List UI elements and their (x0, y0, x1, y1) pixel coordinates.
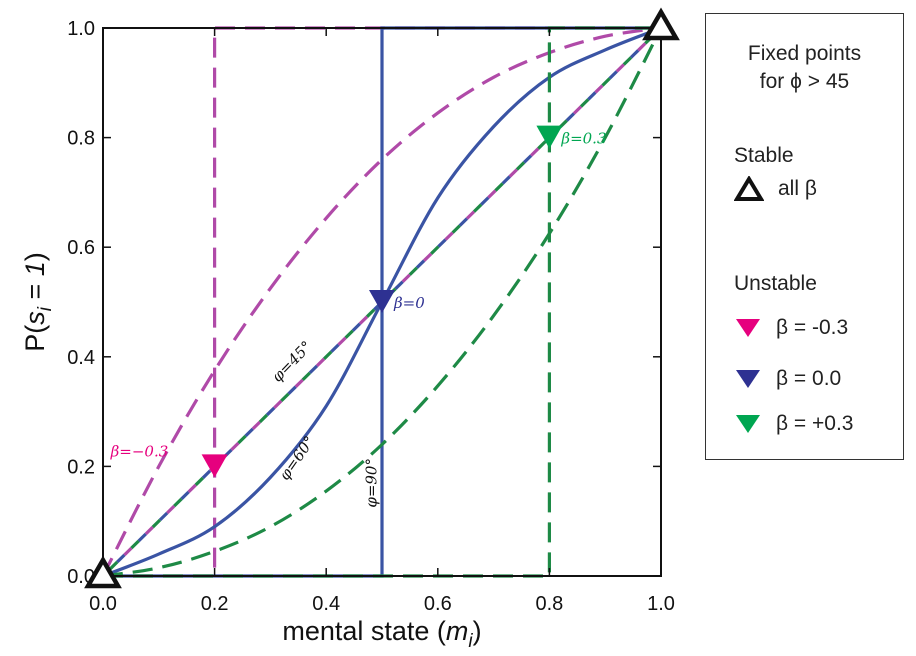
markers-layer (84, 7, 680, 589)
curve-angle-label: φ=45° (268, 337, 315, 385)
stable-fixed-point (642, 7, 680, 41)
unstable-fixed-point (201, 454, 228, 478)
x-tick-label: 0.2 (201, 593, 229, 615)
x-axis-title: mental state (mi) (282, 616, 481, 652)
legend-entry-beta-neg: β = -0.3 (734, 316, 848, 340)
annotations-layer: β=−0.3 β=0 β=0.3 φ=45° φ=60° φ=90° (110, 130, 607, 508)
legend-entry-label: β = 0.0 (776, 367, 842, 390)
y-axis-title: P(si = 1) (20, 252, 56, 352)
legend-stable-heading: Stable (734, 144, 794, 167)
legend-unstable-heading: Unstable (734, 272, 817, 295)
legend-entry-beta-zero: β = 0.0 (734, 367, 841, 391)
ticks-layer: 0.0 0.2 0.4 0.6 0.8 1.00.00.20.40.60.81.0 (67, 18, 675, 615)
x-tick-label: 0.4 (312, 593, 340, 615)
x-tick-label: 0.0 (89, 593, 117, 615)
stable-fixed-point (84, 555, 122, 589)
pink-triangle-icon (736, 319, 760, 337)
legend-entry-label: β = +0.3 (776, 412, 854, 435)
navy-triangle-icon (736, 370, 760, 388)
curve-angle-label: φ=90° (362, 458, 380, 508)
plot-frame (102, 27, 662, 577)
fixed-point-label: β=0 (393, 294, 425, 312)
y-tick-label: 0.2 (67, 456, 95, 478)
legend-stable-label: all β (778, 177, 817, 200)
legend-entry-label: β = -0.3 (776, 316, 849, 339)
legend-entry-beta-pos: β = +0.3 (734, 412, 853, 436)
x-tick-label: 0.8 (535, 593, 563, 615)
y-tick-label: 0.4 (67, 347, 95, 369)
unstable-fixed-point (369, 290, 395, 313)
unstable-fixed-point (536, 125, 563, 149)
y-tick-label: 0.6 (67, 237, 95, 259)
y-tick-label: 0.8 (67, 128, 95, 150)
legend: Fixed points for ϕ > 45 Stable all β Uns… (705, 13, 904, 460)
x-tick-label: 0.6 (424, 593, 452, 615)
curve-angle-label: φ=60° (275, 433, 318, 484)
series-line-7 (101, 26, 663, 578)
stable-triangle-icon (734, 176, 764, 201)
legend-title: Fixed points for ϕ > 45 (747, 42, 862, 93)
y-tick-label: 1.0 (67, 18, 95, 40)
green-triangle-icon (736, 415, 760, 433)
x-tick-label: 1.0 (647, 593, 675, 615)
legend-stable-row: all β (734, 176, 817, 202)
fixed-point-label: β=−0.3 (110, 442, 169, 460)
fixed-point-label: β=0.3 (560, 130, 606, 148)
series-line-4 (101, 26, 663, 578)
